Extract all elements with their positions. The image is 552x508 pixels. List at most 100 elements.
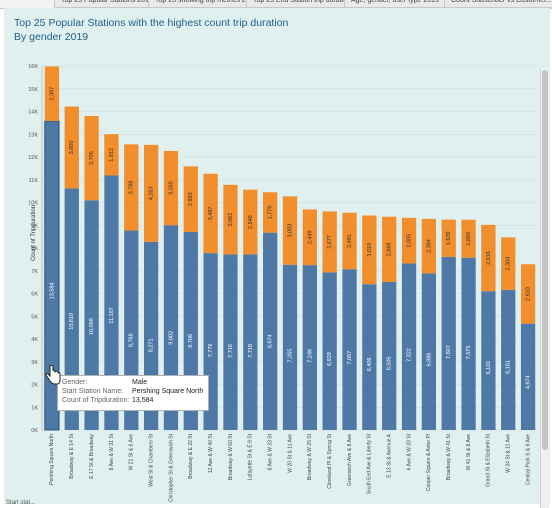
y-tick-label: 7K (31, 269, 38, 275)
tooltip-count-key: Count of Tripduration: (62, 397, 130, 404)
bar-female (302, 209, 317, 266)
bar-male (401, 263, 417, 430)
data-label-female: 3,062 (228, 213, 234, 227)
bar-male (322, 272, 337, 430)
category-label: Cleveland Pl & Spring St (327, 433, 333, 488)
bar-female (441, 219, 456, 257)
data-label-female: 1,639 (446, 231, 452, 245)
bar-female (44, 66, 60, 121)
data-label-female: 3,600 (69, 141, 75, 155)
category-label: 6 Ave & W 33 St (406, 433, 412, 470)
category-label: W 20 St & 11 Ave (287, 434, 293, 473)
bar-male (382, 282, 397, 430)
data-label-male: 6,409 (367, 358, 373, 372)
bar-female (124, 144, 139, 231)
data-label-male: 7,716 (228, 344, 234, 358)
data-label-female: 1,776 (268, 206, 274, 220)
data-label-male: 7,607 (446, 345, 452, 359)
bar-male (84, 200, 99, 430)
bar-female (501, 237, 516, 290)
y-tick-label: 14K (28, 110, 38, 116)
data-label-female: 3,706 (89, 151, 95, 165)
data-label-male: 8,768 (129, 333, 135, 347)
data-label-female: 3,265 (168, 181, 174, 195)
bar-female (421, 218, 437, 274)
bar-male (362, 284, 377, 430)
bar-female (461, 219, 476, 258)
bar-male (441, 256, 456, 430)
data-label-female: 2,916 (486, 251, 492, 265)
data-label-female: 2,677 (327, 235, 333, 249)
data-label-male: 7,718 (248, 344, 254, 358)
y-tick-label: 2K (31, 383, 38, 389)
data-label-male: 6,101 (486, 361, 492, 375)
tab-4[interactable]: Age, gender, user type 2019 (344, 0, 448, 8)
category-label: W 34 St & 11 Ave (506, 434, 512, 473)
data-label-male: 7,776 (208, 344, 214, 358)
data-label-female: 2,883 (188, 192, 194, 206)
data-label-male: 6,886 (426, 353, 432, 367)
y-tick-label: 6K (31, 292, 38, 298)
bar-male (64, 188, 79, 430)
bar-male (104, 175, 119, 430)
y-tick-label: 5K (31, 314, 38, 320)
bar-male (481, 291, 496, 430)
category-label: Broadway & W 60 St (228, 433, 234, 480)
vertical-scrollbar[interactable] (540, 68, 549, 508)
data-label-female: 2,868 (387, 243, 393, 257)
bottom-note: Start stat... (6, 500, 36, 506)
bar-female (520, 264, 536, 324)
bar-female (282, 196, 298, 265)
bar-female (362, 215, 377, 285)
category-label: W 41 St & 8 Ave (466, 434, 472, 471)
tab-5[interactable]: Count Subscriber vs Customer... (444, 0, 552, 8)
data-label-male: 7,575 (466, 346, 472, 360)
category-label: Grand St & Elizabeth St (486, 433, 492, 486)
category-label: 8 Ave & W 31 St (109, 433, 115, 470)
data-label-male: 9,002 (168, 331, 174, 345)
data-label-female: 1,812 (109, 148, 115, 162)
bar-male (282, 264, 298, 430)
data-label-female: 4,263 (149, 186, 155, 200)
y-tick-label: 16K (28, 64, 38, 70)
data-label-female: 2,610 (526, 287, 532, 301)
tooltip-gender-value: Male (132, 379, 148, 386)
data-label-female: 3,487 (208, 207, 214, 221)
y-tick-label: 10K (28, 201, 38, 207)
category-label: Cooper Square & Astor Pl (426, 434, 432, 491)
tooltip-gender-key: Gender: (62, 379, 88, 386)
data-label-male: 7,067 (347, 351, 353, 365)
category-label: Lafayette St & E 8 St (248, 433, 254, 480)
bar-female (143, 144, 159, 242)
tab-3[interactable]: Top 25 End Station trip duratio... (246, 0, 348, 8)
bar-female (104, 134, 119, 176)
tab-2[interactable]: Top 25 showing trip metrics 20... (148, 0, 250, 8)
category-label: Christopher St & Greenwich St (168, 433, 174, 502)
y-tick-label: 15K (28, 87, 38, 93)
data-label-male: 6,505 (387, 357, 393, 371)
chart-title: Top 25 Popular Stations with the highest… (14, 16, 288, 44)
data-label-male: 13,584 (49, 283, 55, 300)
bar-female (322, 211, 337, 273)
bar-female (401, 217, 417, 264)
y-tick-label: 4K (31, 337, 38, 343)
y-tick-label: 11K (29, 178, 39, 184)
data-label-male: 7,265 (287, 349, 293, 363)
bar-female (163, 150, 179, 226)
category-label: Broadway & W 41 St (446, 433, 452, 480)
bar-female (183, 166, 198, 232)
tooltip-count-value: 13,584 (132, 397, 154, 404)
data-label-male: 6,929 (327, 352, 333, 366)
data-label-female: 2,481 (347, 234, 353, 248)
data-label-male: 8,674 (268, 334, 274, 348)
category-label: Broadway & W 25 St (307, 433, 313, 480)
hand-cursor-icon (45, 365, 61, 385)
tab-1[interactable]: Top 25 Popular Stations 2019 (54, 0, 150, 8)
data-label-female: 2,846 (248, 215, 254, 229)
scrollbar-thumb[interactable] (542, 70, 548, 450)
stacked-bar-chart: 0K 1K 2K 3K 4K 5K 6K 7K 8K 9K 10K 11K 12K 13K 14K 15K 16… (28, 64, 538, 502)
data-label-female: 3,003 (287, 224, 293, 238)
data-label-male: 10,098 (89, 318, 95, 335)
bar-male (520, 323, 536, 430)
bar-male (501, 289, 516, 430)
